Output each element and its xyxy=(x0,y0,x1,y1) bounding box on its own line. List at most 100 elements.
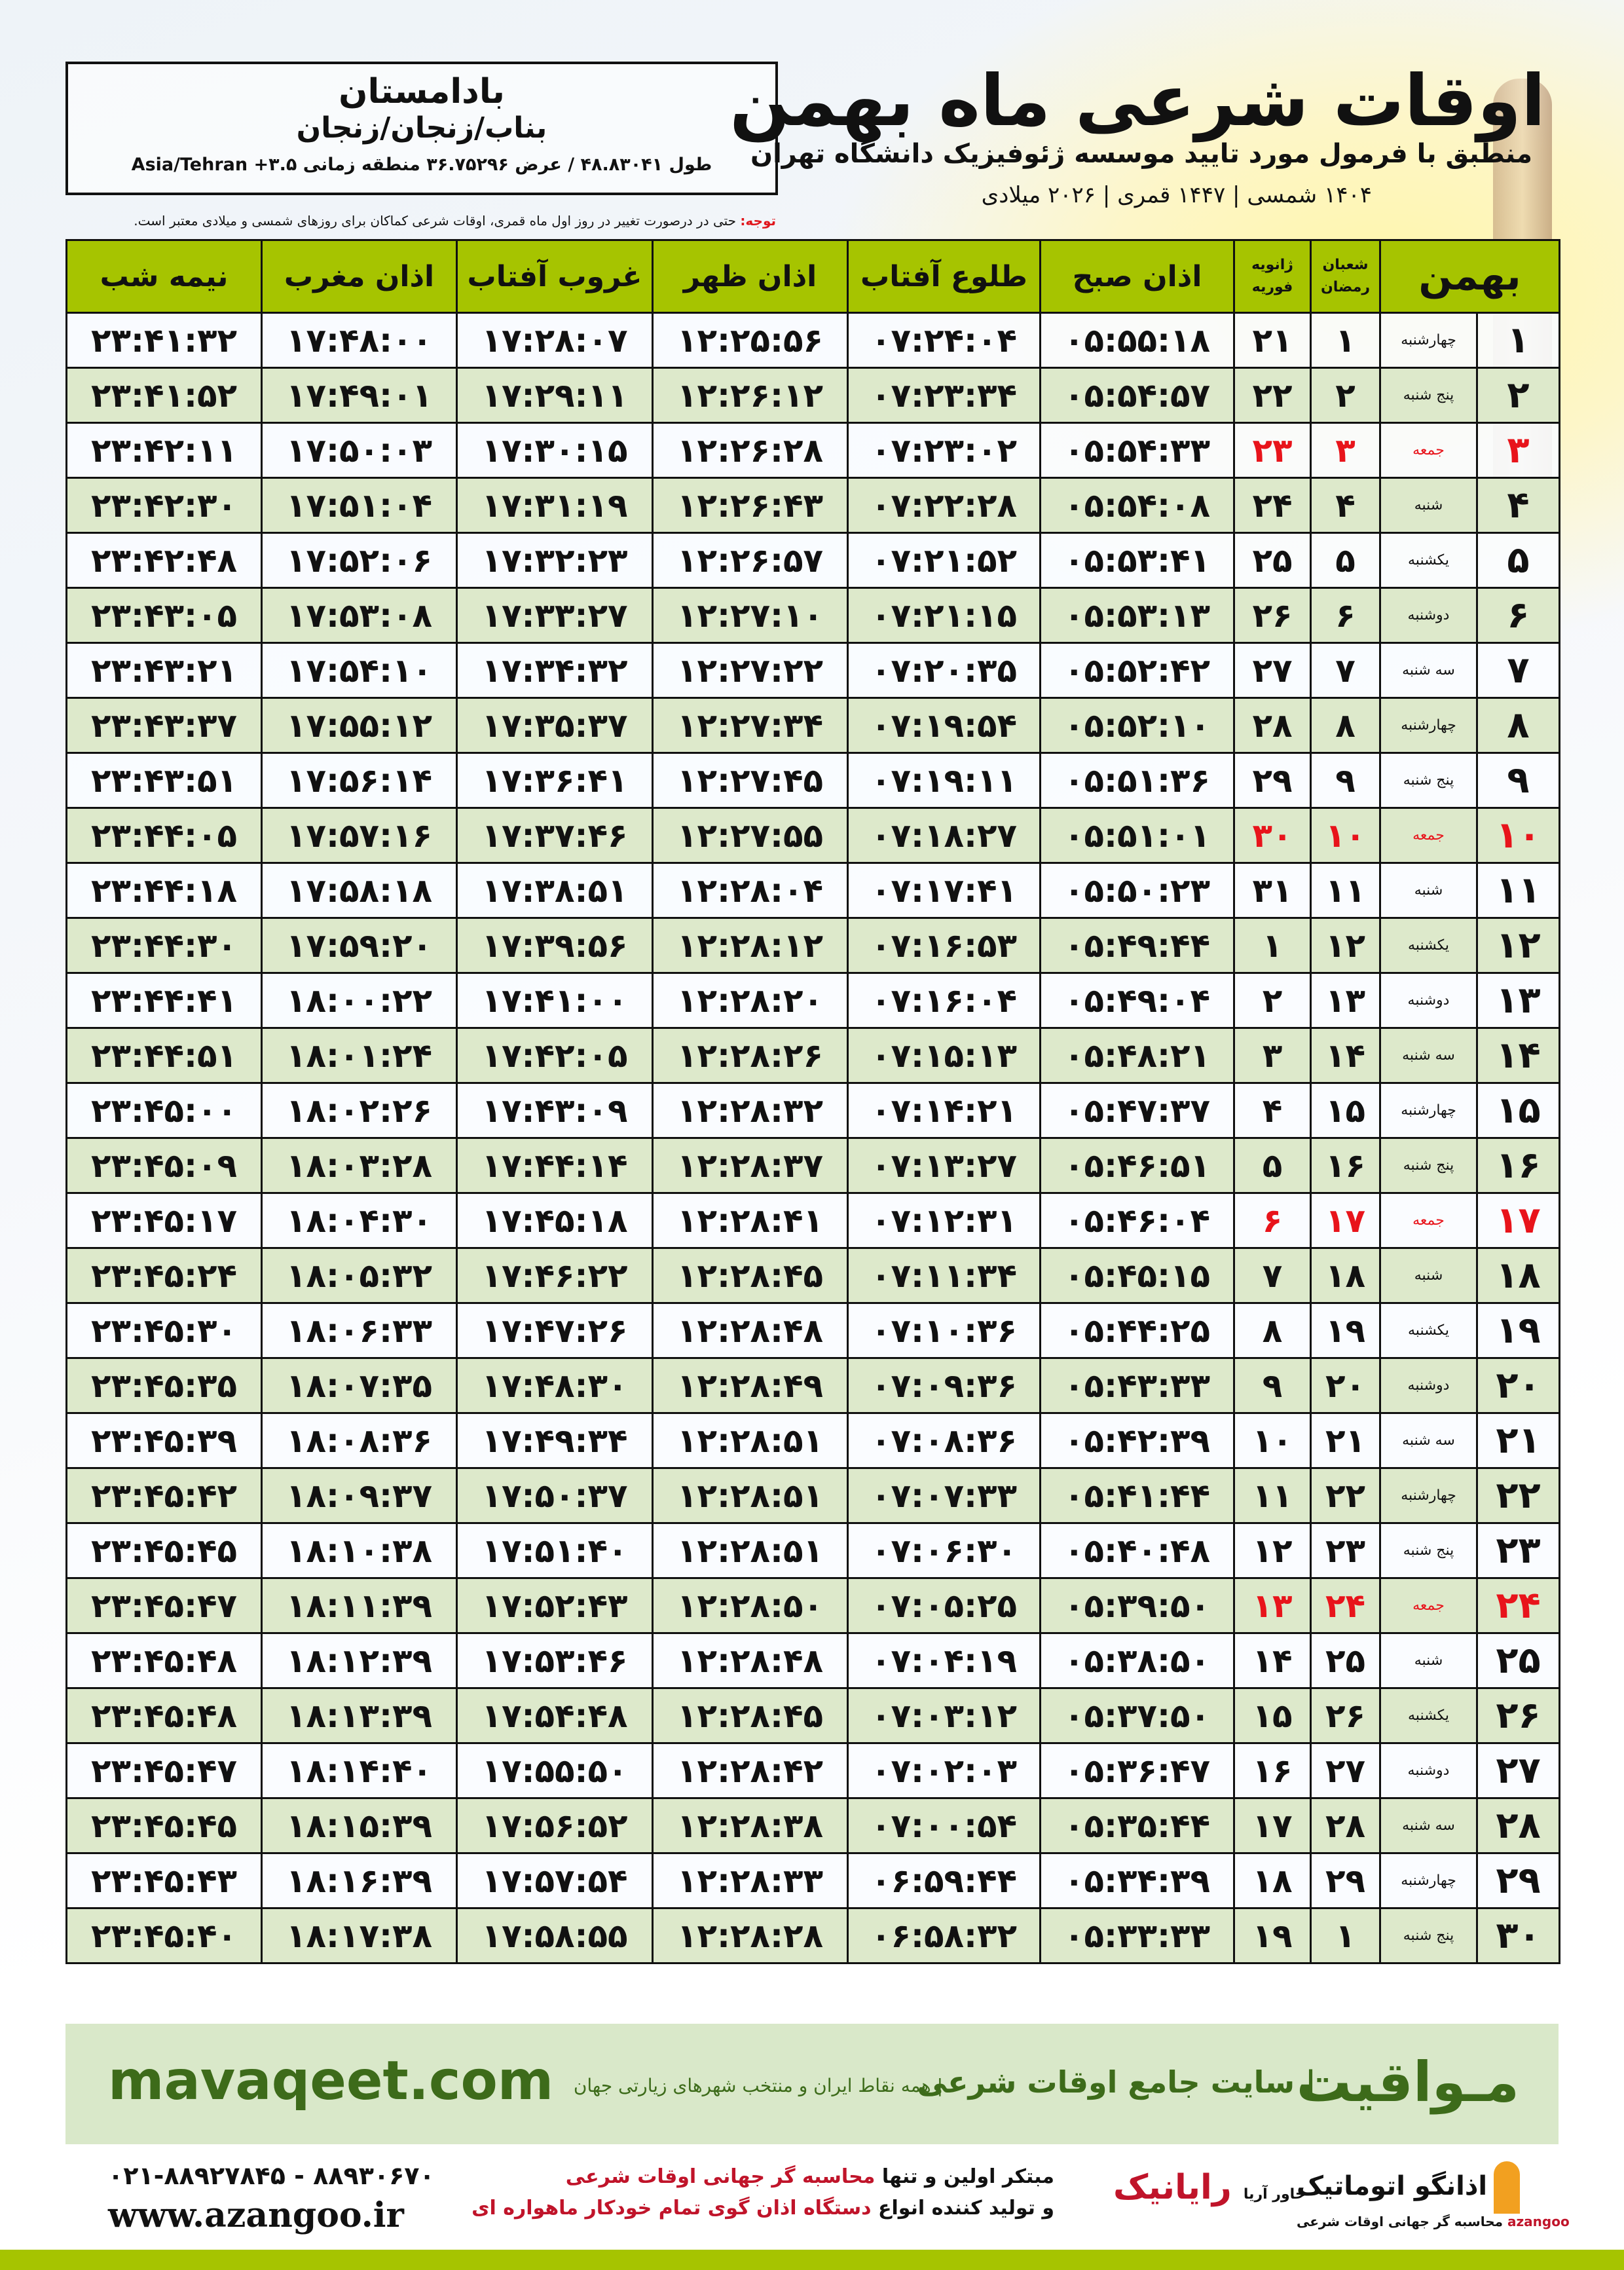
fajr-time: ۰۵:۵۳:۱۳ xyxy=(1039,587,1235,644)
sunset-time: ۱۷:۳۸:۵۱ xyxy=(456,862,654,919)
gregorian-day: ۲۶ xyxy=(1233,587,1312,644)
hijri-day: ۱۸ xyxy=(1310,1247,1381,1304)
weekday: چهارشنبه xyxy=(1378,1467,1479,1524)
azangoo-link[interactable]: www.azangoo.ir xyxy=(108,2195,404,2235)
sunrise-time: ۰۷:۱۵:۱۳ xyxy=(847,1027,1041,1084)
weekday: جمعه xyxy=(1378,1192,1479,1249)
fajr-time: ۰۵:۵۰:۲۳ xyxy=(1039,862,1235,919)
gregorian-day: ۸ xyxy=(1233,1302,1312,1359)
midnight-time: ۲۳:۴۵:۴۰ xyxy=(65,1907,263,1964)
hijri-day: ۱۲ xyxy=(1310,917,1381,974)
gregorian-day: ۱۵ xyxy=(1233,1687,1312,1744)
dhuhr-time: ۱۲:۲۸:۲۶ xyxy=(652,1027,849,1084)
sunset-time: ۱۷:۳۱:۱۹ xyxy=(456,477,654,534)
fajr-time: ۰۵:۴۱:۴۴ xyxy=(1039,1467,1235,1524)
gregorian-day: ۲۸ xyxy=(1233,697,1312,754)
day-number: ۱۹ xyxy=(1476,1302,1561,1359)
gregorian-day: ۱۰ xyxy=(1233,1412,1312,1469)
table-row: ۱ چهارشنبه ۱ ۲۱ ۰۵:۵۵:۱۸ ۰۷:۲۴:۰۴ ۱۲:۲۵:۵۶ ۱۷:۲… xyxy=(65,312,1561,369)
fajr-time: ۰۵:۴۸:۲۱ xyxy=(1039,1027,1235,1084)
fajr-time: ۰۵:۴۰:۴۸ xyxy=(1039,1522,1235,1579)
weekday: چهارشنبه xyxy=(1378,1082,1479,1139)
header-greg-bottom: فوریه xyxy=(1251,279,1293,295)
day-number: ۱۰ xyxy=(1476,807,1561,864)
midnight-time: ۲۳:۴۵:۰۰ xyxy=(65,1082,263,1139)
hijri-day: ۲۴ xyxy=(1310,1577,1381,1634)
weekday: سه شنبه xyxy=(1378,1027,1479,1084)
day-number: ۱۸ xyxy=(1476,1247,1561,1304)
table-row: ۹ پنج شنبه ۹ ۲۹ ۰۵:۵۱:۳۶ ۰۷:۱۹:۱۱ ۱۲:۲۷:۴۵ ۱۷:۳… xyxy=(65,752,1561,809)
gregorian-day: ۲۵ xyxy=(1233,532,1312,589)
table-row: ۱۳ دوشنبه ۱۳ ۲ ۰۵:۴۹:۰۴ ۰۷:۱۶:۰۴ ۱۲:۲۸:۲۰ ۱۷:۴۱… xyxy=(65,972,1561,1029)
fajr-time: ۰۵:۵۲:۴۲ xyxy=(1039,642,1235,699)
weekday: یکشنبه xyxy=(1378,917,1479,974)
day-number: ۱۲ xyxy=(1476,917,1561,974)
hijri-day: ۱ xyxy=(1310,1907,1381,1964)
gregorian-day: ۳۱ xyxy=(1233,862,1312,919)
gregorian-day: ۱۸ xyxy=(1233,1852,1312,1909)
hijri-day: ۲۱ xyxy=(1310,1412,1381,1469)
maghrib-time: ۱۸:۱۶:۳۹ xyxy=(261,1852,458,1909)
sunrise-time: ۰۷:۰۰:۵۴ xyxy=(847,1797,1041,1854)
dhuhr-time: ۱۲:۲۸:۳۷ xyxy=(652,1137,849,1194)
table-row: ۱۹ یکشنبه ۱۹ ۸ ۰۵:۴۴:۲۵ ۰۷:۱۰:۳۶ ۱۲:۲۸:۴۸ ۱۷:۴۷… xyxy=(65,1302,1561,1359)
fajr-time: ۰۵:۳۵:۴۴ xyxy=(1039,1797,1235,1854)
sunrise-time: ۰۷:۲۳:۳۴ xyxy=(847,367,1041,424)
sunset-time: ۱۷:۴۸:۳۰ xyxy=(456,1357,654,1414)
day-number: ۱۴ xyxy=(1476,1027,1561,1084)
day-number: ۸ xyxy=(1476,697,1561,754)
dhuhr-time: ۱۲:۲۸:۲۰ xyxy=(652,972,849,1029)
hijri-day: ۱۹ xyxy=(1310,1302,1381,1359)
midnight-time: ۲۳:۴۵:۴۳ xyxy=(65,1852,263,1909)
day-number: ۲۷ xyxy=(1476,1742,1561,1799)
midnight-time: ۲۳:۴۵:۴۵ xyxy=(65,1797,263,1854)
midnight-time: ۲۳:۴۵:۴۲ xyxy=(65,1467,263,1524)
hijri-day: ۱۶ xyxy=(1310,1137,1381,1194)
day-number: ۲۰ xyxy=(1476,1357,1561,1414)
weekday: دوشنبه xyxy=(1378,1742,1479,1799)
hijri-day: ۵ xyxy=(1310,532,1381,589)
sunrise-time: ۰۷:۲۴:۰۴ xyxy=(847,312,1041,369)
midnight-time: ۲۳:۴۵:۴۵ xyxy=(65,1522,263,1579)
note: توجه: حتی در درصورت تغییر در روز اول ماه… xyxy=(65,213,776,229)
dhuhr-time: ۱۲:۲۸:۱۲ xyxy=(652,917,849,974)
gregorian-day: ۶ xyxy=(1233,1192,1312,1249)
gregorian-day: ۲۷ xyxy=(1233,642,1312,699)
note-text: حتی در درصورت تغییر در روز اول ماه قمری،… xyxy=(134,213,741,229)
table-row: ۳ جمعه ۳ ۲۳ ۰۵:۵۴:۳۳ ۰۷:۲۳:۰۲ ۱۲:۲۶:۲۸ ۱۷:۳۰:۱۵… xyxy=(65,422,1561,479)
sunrise-time: ۰۷:۰۸:۳۶ xyxy=(847,1412,1041,1469)
promo-line-1-highlight: محاسبه گر جهانی اوقات شرعی xyxy=(565,2165,876,2188)
table-row: ۱۵ چهارشنبه ۱۵ ۴ ۰۵:۴۷:۳۷ ۰۷:۱۴:۲۱ ۱۲:۲۸:۳۲ ۱۷:… xyxy=(65,1082,1561,1139)
hijri-day: ۲۳ xyxy=(1310,1522,1381,1579)
dhuhr-time: ۱۲:۲۸:۴۸ xyxy=(652,1302,849,1359)
sunset-time: ۱۷:۴۷:۲۶ xyxy=(456,1302,654,1359)
fajr-time: ۰۵:۳۹:۵۰ xyxy=(1039,1577,1235,1634)
sunset-time: ۱۷:۲۹:۱۱ xyxy=(456,367,654,424)
maghrib-time: ۱۸:۱۷:۳۸ xyxy=(261,1907,458,1964)
maghrib-time: ۱۷:۴۹:۰۱ xyxy=(261,367,458,424)
table-row: ۱۶ پنج شنبه ۱۶ ۵ ۰۵:۴۶:۵۱ ۰۷:۱۳:۲۷ ۱۲:۲۸:۳۷ ۱۷:… xyxy=(65,1137,1561,1194)
hijri-day: ۲۹ xyxy=(1310,1852,1381,1909)
hijri-day: ۹ xyxy=(1310,752,1381,809)
promo-line-1: مبتکر اولین و تنها xyxy=(875,2165,1054,2188)
header-fajr: اذان صبح xyxy=(1039,239,1235,314)
gregorian-day: ۹ xyxy=(1233,1357,1312,1414)
maghrib-time: ۱۸:۱۱:۳۹ xyxy=(261,1577,458,1634)
gregorian-day: ۱۷ xyxy=(1233,1797,1312,1854)
mavaqeet-link[interactable]: mavaqeet.com xyxy=(108,2050,554,2112)
sunrise-time: ۰۷:۱۹:۵۴ xyxy=(847,697,1041,754)
sunset-time: ۱۷:۳۶:۴۱ xyxy=(456,752,654,809)
fajr-time: ۰۵:۴۹:۰۴ xyxy=(1039,972,1235,1029)
day-number: ۱۵ xyxy=(1476,1082,1561,1139)
maghrib-time: ۱۸:۱۲:۳۹ xyxy=(261,1632,458,1689)
dhuhr-time: ۱۲:۲۶:۴۳ xyxy=(652,477,849,534)
hijri-day: ۱ xyxy=(1310,312,1381,369)
day-number: ۲۹ xyxy=(1476,1852,1561,1909)
table-row: ۸ چهارشنبه ۸ ۲۸ ۰۵:۵۲:۱۰ ۰۷:۱۹:۵۴ ۱۲:۲۷:۳۴ ۱۷:۳… xyxy=(65,697,1561,754)
weekday: یکشنبه xyxy=(1378,1687,1479,1744)
table-row: ۱۱ شنبه ۱۱ ۳۱ ۰۵:۵۰:۲۳ ۰۷:۱۷:۴۱ ۱۲:۲۸:۰۴ ۱۷:۳۸:… xyxy=(65,862,1561,919)
fajr-time: ۰۵:۴۳:۳۳ xyxy=(1039,1357,1235,1414)
fajr-time: ۰۵:۵۵:۱۸ xyxy=(1039,312,1235,369)
maghrib-time: ۱۸:۱۰:۳۸ xyxy=(261,1522,458,1579)
maghrib-time: ۱۷:۵۹:۲۰ xyxy=(261,917,458,974)
